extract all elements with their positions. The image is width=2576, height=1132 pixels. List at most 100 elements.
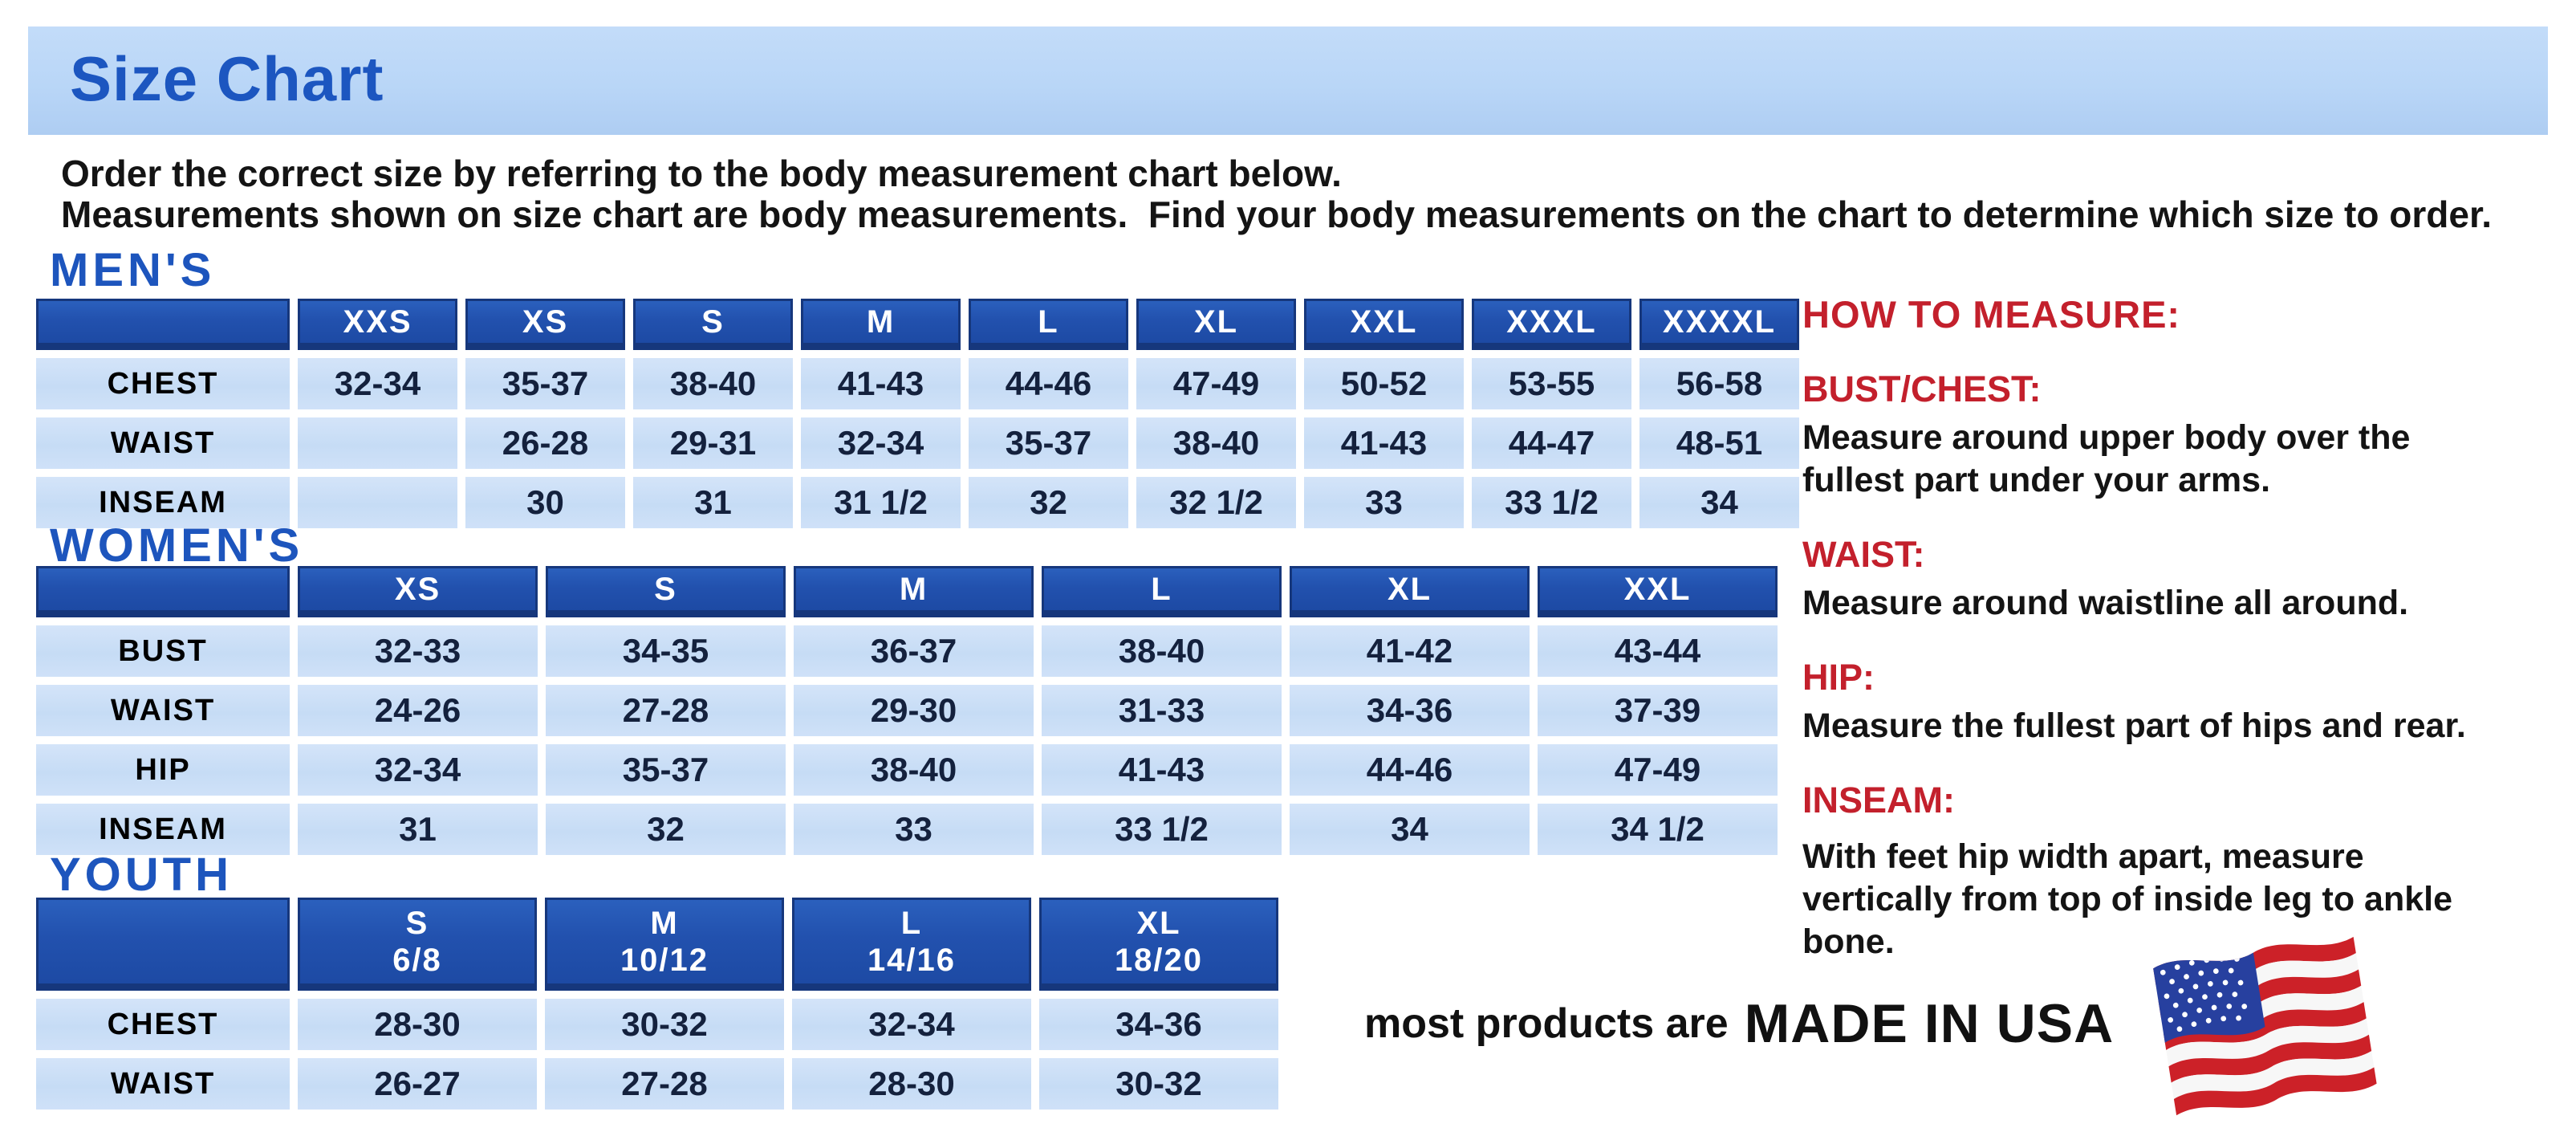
measure-item-label: INSEAM: bbox=[1802, 780, 1955, 820]
size-value-cell: 32-34 bbox=[298, 744, 538, 796]
measurement-row-label: WAIST bbox=[36, 685, 290, 736]
measurement-row-label: WAIST bbox=[36, 417, 290, 469]
size-column-header: XL bbox=[1136, 299, 1296, 350]
measure-item-inseam: INSEAM: With feet hip width apart, measur… bbox=[1802, 780, 2565, 963]
measurement-row-label: INSEAM bbox=[36, 804, 290, 855]
measurement-row-label: WAIST bbox=[36, 1058, 290, 1110]
size-column-header: M bbox=[801, 299, 961, 350]
measurement-row: WAIST 26-28 29-31 32-34 35-37 38-40 41-43 44-47… bbox=[36, 417, 1799, 469]
corner-cell bbox=[36, 566, 290, 617]
size-column-header: XS bbox=[465, 299, 625, 350]
size-value-cell: 33 1/2 bbox=[1042, 804, 1282, 855]
size-value-cell: 36-37 bbox=[794, 625, 1034, 677]
size-value-cell: 30 bbox=[465, 477, 625, 528]
size-column-header: XXL bbox=[1538, 566, 1778, 617]
size-value-cell: 27-28 bbox=[545, 1058, 784, 1110]
how-to-measure-heading: HOW TO MEASURE: bbox=[1802, 293, 2181, 336]
measurement-row: INSEAM 31 32 33 33 1/2 34 34 1/2 bbox=[36, 804, 1778, 855]
size-value-cell: 38-40 bbox=[1136, 417, 1296, 469]
size-value-cell: 33 1/2 bbox=[1472, 477, 1631, 528]
usa-flag-icon bbox=[2147, 918, 2380, 1123]
measure-item-label: BUST/CHEST: bbox=[1802, 369, 2042, 409]
size-value-cell: 32-34 bbox=[298, 358, 457, 409]
size-value-cell: 29-30 bbox=[794, 685, 1034, 736]
size-header-row: XS S M L XL XXL bbox=[36, 566, 1778, 617]
page-title: Size Chart bbox=[70, 43, 384, 114]
measure-item-waist: WAIST: Measure around waistline all aroun… bbox=[1802, 534, 2565, 625]
measurement-row-label: CHEST bbox=[36, 358, 290, 409]
size-column-header: XXS bbox=[298, 299, 457, 350]
measurement-row: INSEAM 30 31 31 1/2 32 32 1/2 33 33 1/2 34 bbox=[36, 477, 1799, 528]
size-value-cell: 32-34 bbox=[792, 999, 1031, 1050]
size-column-header: XXXXL bbox=[1639, 299, 1799, 350]
measurement-row: BUST 32-33 34-35 36-37 38-40 41-42 43-44 bbox=[36, 625, 1778, 677]
measurement-row: WAIST 26-27 27-28 28-30 30-32 bbox=[36, 1058, 1278, 1110]
womens-section-heading: WOMEN'S bbox=[50, 519, 304, 572]
corner-cell bbox=[36, 898, 290, 991]
size-value-cell: 34-35 bbox=[546, 625, 786, 677]
size-value-cell: 48-51 bbox=[1639, 417, 1799, 469]
size-value-cell: 34 bbox=[1290, 804, 1530, 855]
size-column-header: L bbox=[1042, 566, 1282, 617]
youth-section-heading: YOUTH bbox=[50, 849, 233, 901]
size-value-cell: 35-37 bbox=[546, 744, 786, 796]
size-value-cell: 30-32 bbox=[545, 999, 784, 1050]
size-value-cell: 28-30 bbox=[298, 999, 537, 1050]
size-value-cell: 41-43 bbox=[1042, 744, 1282, 796]
measurement-row-label: HIP bbox=[36, 744, 290, 796]
size-value-cell: 34-36 bbox=[1039, 999, 1278, 1050]
size-value-cell bbox=[298, 477, 457, 528]
size-value-cell: 38-40 bbox=[1042, 625, 1282, 677]
size-value-cell bbox=[298, 417, 457, 469]
size-value-cell: 44-46 bbox=[1290, 744, 1530, 796]
measure-item-label: WAIST: bbox=[1802, 534, 1925, 575]
measure-item-bust: BUST/CHEST: Measure around upper body ove… bbox=[1802, 369, 2565, 502]
measure-item-text: With feet hip width apart, measure verti… bbox=[1802, 837, 2453, 961]
mens-size-table: XXS XS S M L XL XXL XXXL XXXXL CHEST 32-34 35-37 38-… bbox=[28, 291, 1807, 536]
size-value-cell: 33 bbox=[1304, 477, 1464, 528]
youth-size-table: S 6/8 M 10/12 L 14/16 XL 18/20 CHEST 28-30 30-… bbox=[28, 890, 1286, 1118]
size-value-cell: 34-36 bbox=[1290, 685, 1530, 736]
size-value-cell: 26-28 bbox=[465, 417, 625, 469]
made-in-usa-text: MADE IN USA bbox=[1744, 993, 2115, 1054]
size-value-cell: 44-47 bbox=[1472, 417, 1631, 469]
size-value-cell: 32 bbox=[969, 477, 1128, 528]
measurement-row-label: BUST bbox=[36, 625, 290, 677]
size-column-header: S bbox=[633, 299, 793, 350]
size-value-cell: 32 bbox=[546, 804, 786, 855]
how-to-measure-panel: HOW TO MEASURE: BUST/CHEST: Measure aroun… bbox=[1802, 292, 2565, 963]
measurement-row: CHEST 32-34 35-37 38-40 41-43 44-46 47-49 50-52… bbox=[36, 358, 1799, 409]
intro-line-1: Order the correct size by referring to t… bbox=[61, 153, 1342, 194]
size-value-cell: 35-37 bbox=[969, 417, 1128, 469]
size-value-cell: 31-33 bbox=[1042, 685, 1282, 736]
size-value-cell: 30-32 bbox=[1039, 1058, 1278, 1110]
size-value-cell: 24-26 bbox=[298, 685, 538, 736]
size-value-cell: 32-33 bbox=[298, 625, 538, 677]
size-value-cell: 47-49 bbox=[1538, 744, 1778, 796]
size-value-cell: 47-49 bbox=[1136, 358, 1296, 409]
size-value-cell: 38-40 bbox=[794, 744, 1034, 796]
size-column-header: XL bbox=[1290, 566, 1530, 617]
size-column-header: XXXL bbox=[1472, 299, 1631, 350]
size-value-cell: 32 1/2 bbox=[1136, 477, 1296, 528]
size-column-header: S bbox=[546, 566, 786, 617]
measure-item-text: Measure around waistline all around. bbox=[1802, 584, 2409, 622]
size-value-cell: 33 bbox=[794, 804, 1034, 855]
measurement-row: CHEST 28-30 30-32 32-34 34-36 bbox=[36, 999, 1278, 1050]
size-value-cell: 27-28 bbox=[546, 685, 786, 736]
measurement-row: WAIST 24-26 27-28 29-30 31-33 34-36 37-39 bbox=[36, 685, 1778, 736]
size-value-cell: 34 1/2 bbox=[1538, 804, 1778, 855]
size-value-cell: 31 bbox=[633, 477, 793, 528]
size-value-cell: 38-40 bbox=[633, 358, 793, 409]
size-value-cell: 50-52 bbox=[1304, 358, 1464, 409]
size-value-cell: 28-30 bbox=[792, 1058, 1031, 1110]
intro-line-2: Measurements shown on size chart are bod… bbox=[61, 193, 2493, 235]
title-banner: Size Chart bbox=[28, 26, 2548, 135]
made-in-usa-line: most products are MADE IN USA bbox=[1364, 936, 2380, 1115]
size-value-cell: 56-58 bbox=[1639, 358, 1799, 409]
mens-section-heading: MEN'S bbox=[50, 244, 216, 296]
measure-item-hip: HIP: Measure the fullest part of hips and… bbox=[1802, 657, 2565, 747]
size-value-cell: 43-44 bbox=[1538, 625, 1778, 677]
measure-items-list: BUST/CHEST: Measure around upper body ove… bbox=[1802, 369, 2565, 963]
